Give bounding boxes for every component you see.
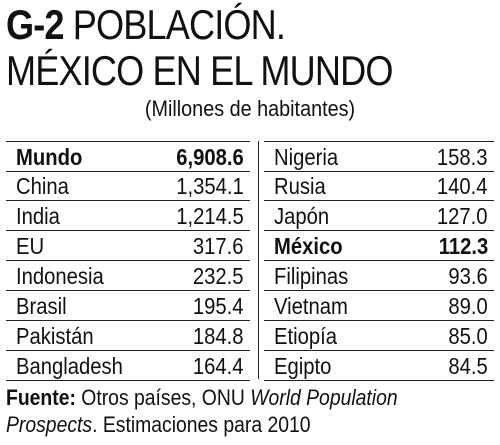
population-value: 164.4 [193,353,244,379]
source-publication: World Population Prospects [6,385,398,437]
country-name: Mundo [16,144,83,170]
table-row: Mundo 6,908.6 [6,141,250,172]
population-value: 1,214.5 [176,203,244,229]
source-text-after: . Estimaciones para 2010 [92,412,311,437]
population-value: 6,908.6 [176,144,244,170]
country-name: Nigeria [274,144,339,170]
country-name: Vietnam [274,293,348,319]
table-row: Filipinas 93.6 [264,261,494,291]
country-name: Pakistán [16,323,94,349]
population-value: 317.6 [193,233,244,259]
table-row: México 112.3 [264,231,494,261]
population-value: 1,354.1 [176,173,244,199]
country-name: Bangladesh [16,353,123,379]
table-row: Bangladesh 164.4 [6,351,250,381]
population-value: 140.4 [437,173,488,199]
table-row: Rusia 140.4 [264,171,494,201]
population-value: 89.0 [448,293,488,319]
table-row: China 1,354.1 [6,171,250,201]
population-value: 195.4 [193,293,244,319]
chart-subtitle: (Millones de habitantes) [144,96,356,121]
population-value: 184.8 [193,323,244,349]
table-row: Brasil 195.4 [6,291,250,321]
source-note: Fuente: Otros países, ONU World Populati… [6,384,464,438]
population-value: 84.5 [448,353,488,379]
population-value: 158.3 [437,144,488,170]
figure-code: G-2 [6,1,64,48]
country-name: India [16,203,60,229]
population-value: 112.3 [438,233,488,259]
table-row: Japón 127.0 [264,201,494,231]
population-value: 93.6 [448,263,488,289]
table-row: Indonesia 232.5 [6,261,250,291]
population-table: Mundo 6,908.6 China 1,354.1 India 1,214.5 EU 31… [0,141,500,381]
country-name: Brasil [16,293,67,319]
chart-title: G-2 POBLACIÓN. MÉXICO EN EL MUNDO [6,2,427,94]
country-name: Etiopía [274,323,338,349]
column-divider [258,141,259,379]
population-value: 232.5 [193,263,244,289]
country-name: México [274,233,343,259]
country-name: Filipinas [274,263,349,289]
country-name: Indonesia [16,263,104,289]
population-value: 85.0 [448,323,488,349]
country-name: Rusia [274,173,326,199]
table-row: Egipto 84.5 [264,351,494,381]
country-name: Japón [274,203,330,229]
country-name: EU [16,233,45,259]
source-text-before: Otros países, ONU [75,385,251,410]
table-row: Etiopía 85.0 [264,321,494,351]
country-name: Egipto [274,353,332,379]
table-row: EU 317.6 [6,231,250,261]
table-row: Nigeria 158.3 [264,141,494,172]
country-name: China [16,173,69,199]
table-row: India 1,214.5 [6,201,250,231]
title-text: POBLACIÓN. MÉXICO EN EL MUNDO [6,1,393,94]
table-row: Pakistán 184.8 [6,321,250,351]
table-row: Vietnam 89.0 [264,291,494,321]
source-label: Fuente: [6,385,76,410]
population-value: 127.0 [437,203,488,229]
